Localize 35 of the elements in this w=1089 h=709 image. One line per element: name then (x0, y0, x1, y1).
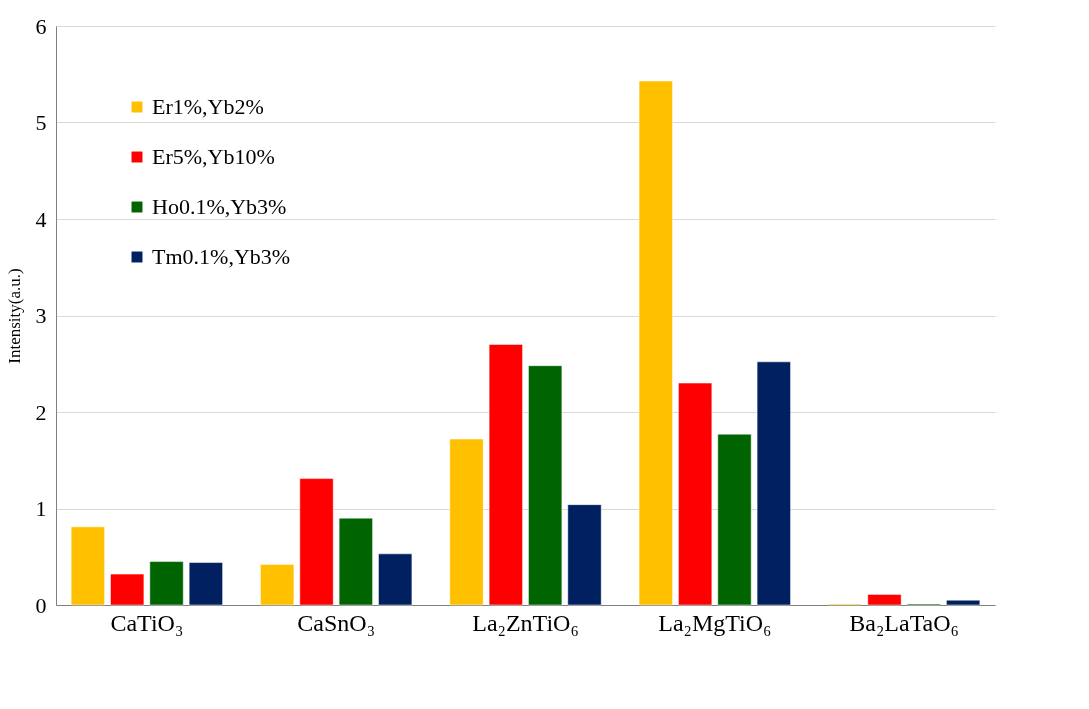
bar (110, 573, 145, 606)
y-tick-label: 0 (35, 592, 47, 618)
bar (70, 526, 105, 606)
bar (378, 553, 413, 606)
bar (678, 382, 713, 606)
y-tick-label: 4 (35, 206, 47, 232)
bar (717, 433, 752, 606)
y-tick-label: 6 (35, 13, 47, 39)
x-tick-label: Ba₂LaTaO₆ (849, 609, 959, 636)
x-tick-label: CaSnO₃ (297, 609, 376, 636)
legend-label: Er5%,Yb10% (152, 144, 275, 169)
y-tick-label: 1 (35, 496, 47, 521)
legend-label: Tm0.1%,Yb3% (152, 244, 291, 269)
bar (338, 517, 373, 606)
bar (188, 562, 223, 606)
y-axis-title: Intensity(a.u.) (4, 268, 24, 364)
bar (149, 561, 184, 606)
legend-label: Er1%,Yb2% (152, 94, 264, 119)
bar (449, 438, 484, 606)
y-tick-label: 2 (35, 399, 47, 425)
legend-label: Ho0.1%,Yb3% (152, 194, 287, 219)
x-tick-label: CaTiO₃ (110, 609, 184, 636)
bar (567, 504, 602, 606)
x-tick-label: La₂MgTiO₆ (658, 609, 772, 636)
bar (756, 361, 791, 606)
bar (638, 80, 673, 606)
bar (488, 344, 523, 606)
bar (867, 594, 902, 606)
bar (946, 599, 981, 606)
x-tick-label: La₂ZnTiO₆ (472, 609, 579, 636)
y-tick-label: 5 (35, 110, 47, 135)
bar (299, 478, 334, 606)
y-tick-label: 3 (35, 303, 47, 328)
bar (260, 564, 295, 606)
bar (528, 365, 563, 606)
